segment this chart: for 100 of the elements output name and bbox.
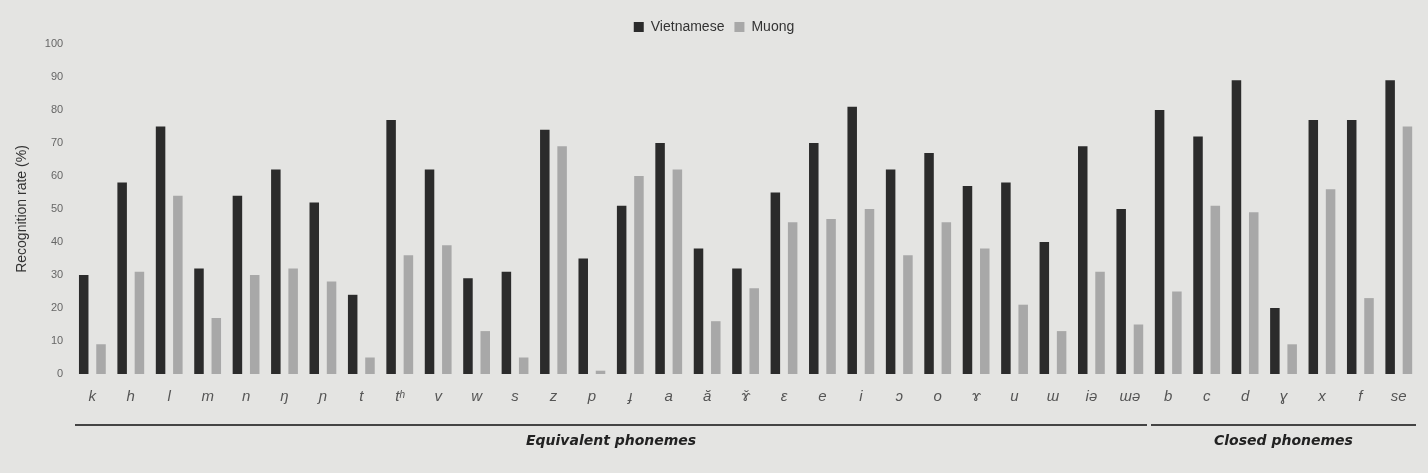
bar	[78, 275, 89, 374]
x-tick-label: se	[1390, 387, 1407, 405]
x-tick-label: ă	[702, 387, 712, 405]
x-tick-label: o	[933, 387, 942, 405]
x-tick-label: l	[167, 387, 172, 405]
x-tick-label: c	[1202, 387, 1211, 405]
x-tick-label: ɟ	[626, 387, 633, 405]
bar	[1287, 344, 1297, 374]
bar	[1116, 209, 1126, 374]
y-tick-label: 30	[50, 268, 64, 281]
bar	[616, 205, 627, 374]
bar	[347, 294, 358, 374]
bar	[557, 146, 567, 374]
bar	[1385, 80, 1395, 374]
bar	[980, 248, 990, 374]
bar	[326, 281, 337, 374]
bar	[634, 176, 644, 374]
y-tick-label: 40	[50, 235, 64, 248]
x-tick-label: h	[126, 387, 135, 405]
bar	[847, 106, 857, 374]
bar	[1270, 308, 1280, 374]
x-tick-label: ɤ̆	[740, 387, 751, 405]
bar	[480, 331, 491, 374]
x-tick-label: ŋ	[280, 387, 289, 405]
legend-label: Muong	[751, 17, 795, 34]
bar	[424, 169, 435, 374]
bar	[1172, 291, 1182, 374]
x-tick-label: w	[471, 387, 484, 405]
x-tick-label: ɛ	[780, 387, 788, 405]
bar	[885, 169, 896, 374]
x-tick-label: n	[241, 387, 251, 405]
x-tick-label: x	[1317, 387, 1327, 405]
bar	[1325, 189, 1336, 374]
bar	[540, 129, 550, 374]
bar	[1077, 146, 1088, 374]
bar	[672, 169, 683, 374]
bar	[749, 288, 759, 374]
y-tick-label: 60	[50, 169, 64, 182]
bar	[1231, 80, 1242, 374]
x-tick-label: u	[1010, 387, 1020, 405]
bar	[1154, 110, 1165, 374]
bar	[732, 268, 742, 374]
text: Closed phonemes	[1214, 432, 1353, 448]
x-tick-label: ɯə	[1119, 387, 1141, 405]
x-tick-label: v	[434, 387, 444, 405]
y-tick-label: 50	[50, 202, 64, 215]
bar	[809, 143, 819, 374]
bar	[655, 143, 665, 374]
bar	[442, 245, 452, 374]
y-tick-label: 10	[50, 334, 64, 347]
y-tick-label: 70	[50, 136, 64, 149]
bar	[578, 258, 588, 374]
bar	[1095, 271, 1105, 374]
bar	[249, 275, 260, 374]
bar	[1133, 324, 1144, 374]
bar	[864, 209, 875, 374]
y-tick-label: 0	[57, 367, 64, 380]
x-tick-label: k	[88, 387, 98, 405]
y-tick-label: 80	[50, 103, 64, 116]
bar	[1248, 212, 1259, 374]
x-tick-label: d	[1240, 387, 1250, 405]
x-tick-label: i	[859, 387, 864, 405]
y-tick-label: 90	[50, 70, 64, 83]
bar	[1056, 331, 1067, 374]
x-tick-label: ɤ	[971, 387, 982, 405]
x-tick-label: m	[201, 387, 214, 405]
bar	[711, 321, 721, 374]
bar	[1001, 182, 1011, 374]
bar	[386, 119, 396, 374]
bar	[941, 222, 952, 374]
x-tick-label: ɲ	[316, 387, 328, 405]
x-tick-label: ɣ	[1279, 387, 1289, 405]
bar	[924, 152, 934, 374]
y-axis-title: Recognition rate (%)	[13, 145, 30, 273]
bar	[1210, 205, 1221, 374]
x-tick-label: e	[818, 387, 827, 405]
bar	[1402, 126, 1413, 374]
bar	[403, 255, 414, 374]
x-tick-label: iə	[1085, 387, 1098, 405]
bar	[1193, 136, 1203, 374]
bar	[365, 357, 375, 374]
bar	[117, 182, 127, 374]
x-tick-label: t	[359, 387, 365, 405]
x-tick-label: ɯ	[1046, 387, 1060, 405]
x-tick-label: tʰ	[395, 387, 406, 405]
bar	[1039, 242, 1050, 374]
bar	[501, 271, 512, 374]
bar	[770, 192, 781, 374]
bar	[787, 222, 798, 374]
bar	[288, 268, 298, 374]
bar	[173, 195, 183, 374]
bar	[1346, 119, 1357, 374]
bar	[271, 169, 281, 374]
x-tick-label: s	[511, 387, 520, 405]
bar	[96, 344, 106, 374]
bar	[155, 126, 166, 374]
bar	[232, 195, 243, 374]
bar	[463, 278, 473, 374]
bar	[134, 271, 145, 374]
legend-label: Vietnamese	[650, 17, 725, 34]
